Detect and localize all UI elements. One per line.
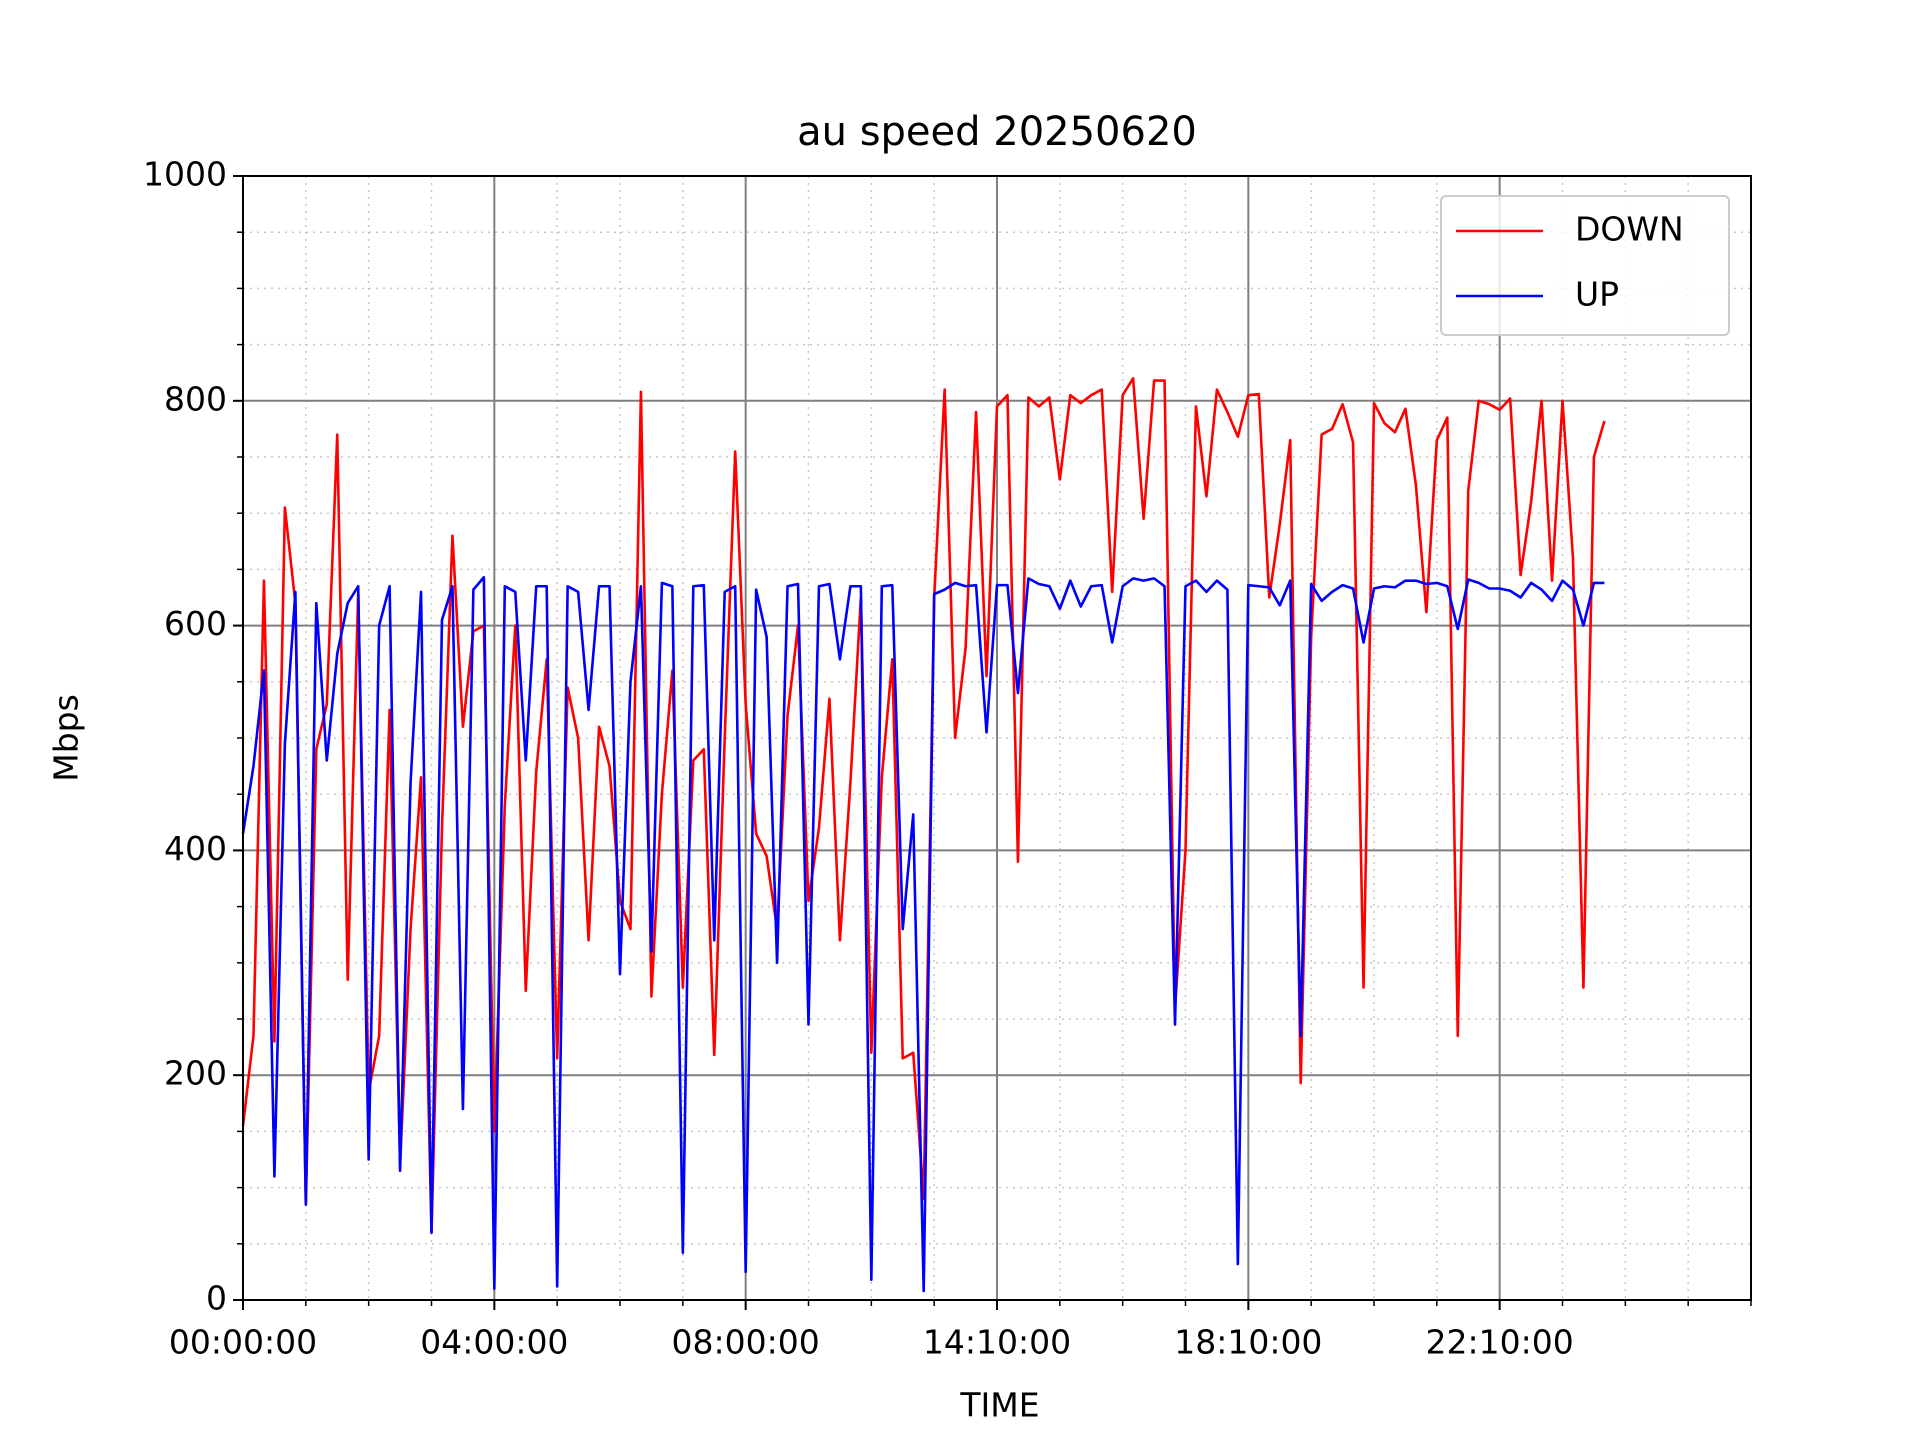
x-tick-label: 14:10:00 — [923, 1323, 1071, 1362]
y-tick-label: 0 — [206, 1279, 227, 1318]
legend-label: DOWN — [1575, 210, 1684, 249]
x-tick-label: 08:00:00 — [672, 1323, 820, 1362]
y-tick-label: 400 — [164, 829, 227, 868]
x-tick-label: 22:10:00 — [1426, 1323, 1574, 1362]
line-series — [241, 377, 1606, 1234]
x-tick-label: 18:10:00 — [1174, 1323, 1322, 1362]
y-axis-label: Mbps — [47, 694, 86, 782]
x-axis-label: TIME — [959, 1386, 1039, 1425]
y-tick-label: 200 — [164, 1054, 227, 1093]
y-tick-label: 800 — [164, 379, 227, 418]
line-series — [241, 575, 1605, 1293]
plot-frame — [242, 175, 1752, 1301]
y-tick-label: 1000 — [143, 155, 227, 194]
x-tick-label: 00:00:00 — [169, 1323, 317, 1362]
legend-label: UP — [1575, 275, 1619, 314]
y-tick-label: 600 — [164, 604, 227, 643]
chart-title: au speed 20250620 — [797, 109, 1197, 155]
x-tick-label: 04:00:00 — [420, 1323, 568, 1362]
